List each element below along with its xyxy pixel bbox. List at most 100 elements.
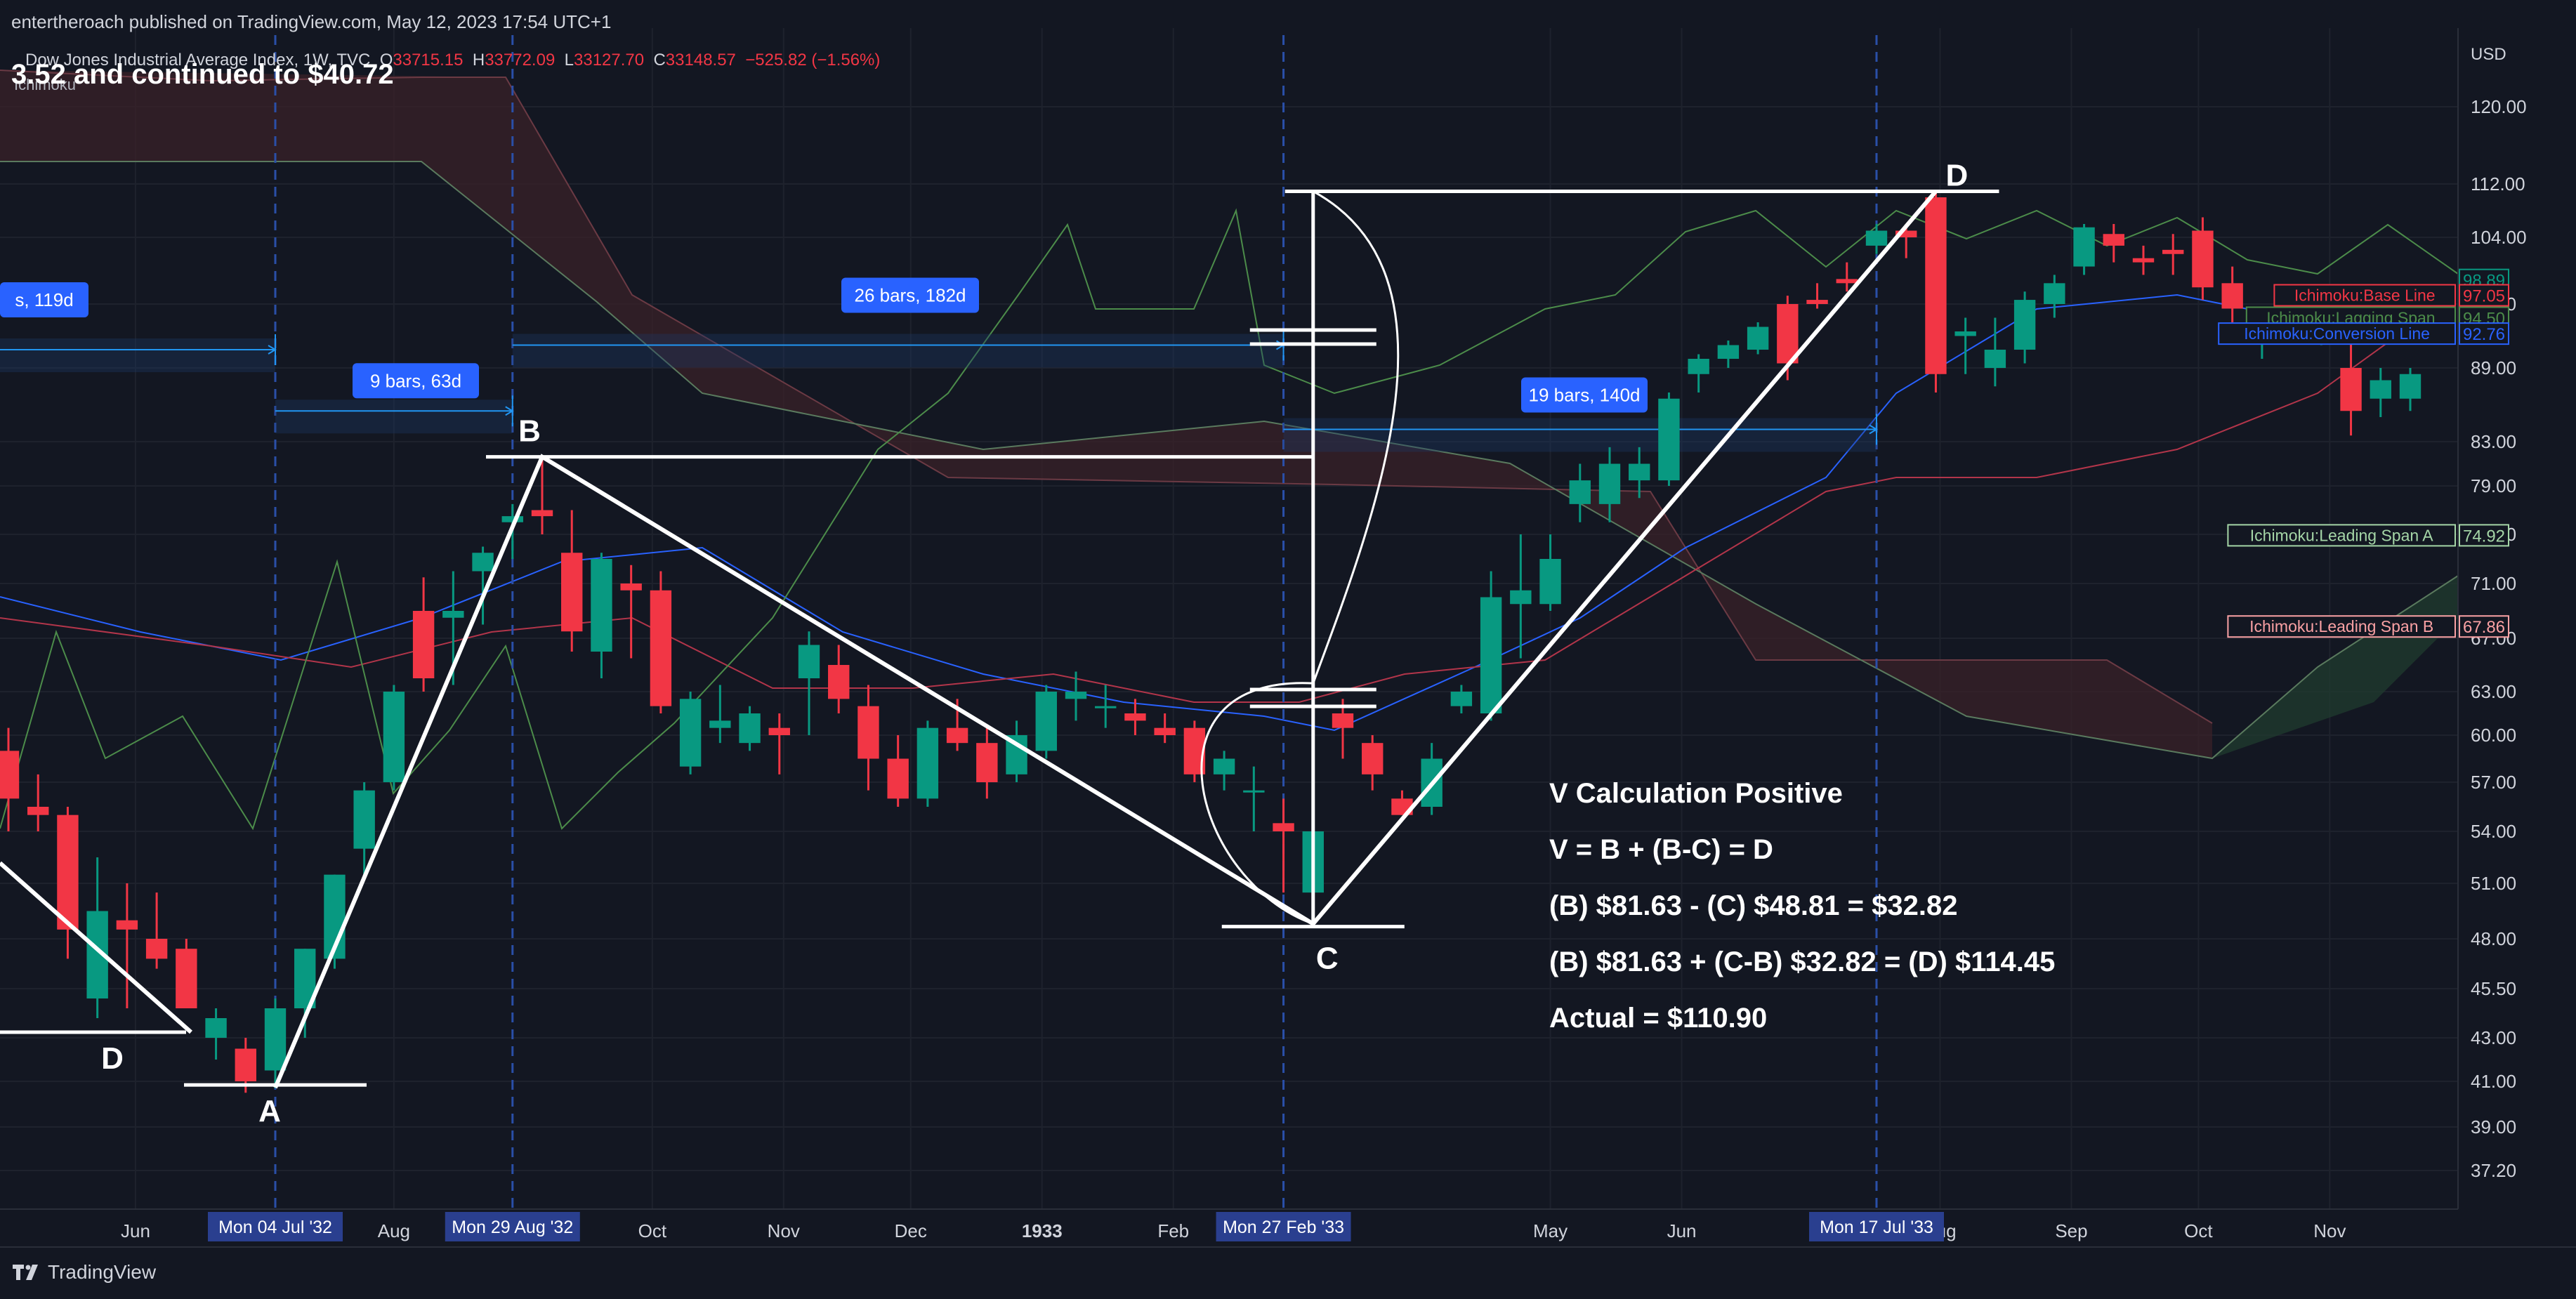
measure-label: 26 bars, 182d <box>854 285 966 306</box>
date-marker-label: Mon 17 Jul '33 <box>1820 1218 1933 1237</box>
candle-body <box>264 1008 287 1071</box>
price-tag-value: 97.05 <box>2463 287 2505 306</box>
candle-body <box>1480 597 1502 713</box>
base-line <box>0 301 2445 703</box>
time-tick-label: Oct <box>2184 1220 2213 1241</box>
candle <box>1480 571 1502 721</box>
grid-lines <box>0 28 2458 1209</box>
candle <box>1421 743 1443 815</box>
candle <box>2399 368 2421 411</box>
candle <box>1124 699 1146 735</box>
time-tick-label: Oct <box>638 1220 667 1241</box>
candle-body <box>709 720 731 728</box>
point-label-prior-d: D <box>101 1041 124 1076</box>
lagging-span-line <box>0 208 2459 831</box>
candle <box>1688 354 1709 393</box>
measurement-ranges[interactable]: s, 119d 9 bars, 63d 26 bars, 182d 19 bars, … <box>0 277 1878 452</box>
candle <box>709 685 731 744</box>
candle-body <box>1865 230 1888 246</box>
candle-body <box>620 583 642 591</box>
candle <box>2013 291 2036 364</box>
candle <box>561 510 583 652</box>
candle-body <box>176 949 197 1008</box>
v-curve <box>1200 190 1400 925</box>
candle <box>383 685 405 791</box>
candle-body <box>501 516 523 522</box>
candle <box>828 645 850 713</box>
candle <box>620 565 642 659</box>
candle-body <box>1332 713 1354 728</box>
candle-body <box>1569 480 1591 504</box>
candle <box>1806 283 1828 309</box>
candle-body <box>2044 283 2065 304</box>
candle-body <box>1154 727 1176 735</box>
measure-label: 9 bars, 63d <box>370 370 461 391</box>
symbol-title[interactable]: Dow Jones Industrial Average Index, 1W, … <box>25 51 371 70</box>
point-label-b: B <box>518 414 541 449</box>
price-axis[interactable]: 37.20 39.00 41.00 43.00 45.50 48.00 51.00 54.00… <box>2457 28 2527 1209</box>
date-marker-badge <box>1216 1212 1351 1241</box>
date-marker-label: Mon 27 Feb '33 <box>1223 1218 1344 1237</box>
price-tick-label: 39.00 <box>2471 1116 2516 1138</box>
tradingview-logo-icon <box>13 1265 38 1280</box>
candle <box>1183 720 1206 782</box>
candle-body <box>768 727 790 735</box>
abcd-pattern-line <box>273 190 1938 1089</box>
candle-body <box>1806 300 1828 304</box>
candle-body <box>2013 300 2036 350</box>
close-value: 33148.57 <box>665 51 736 70</box>
high-label: H <box>472 51 485 70</box>
candle <box>205 1008 227 1060</box>
candle-body <box>1717 345 1740 359</box>
candle-body <box>2192 230 2214 288</box>
pattern-drawings[interactable]: A B C D D <box>0 158 1999 1128</box>
candle <box>591 553 612 678</box>
currency-label[interactable]: USD <box>2471 45 2506 64</box>
price-tag-box <box>2459 524 2509 547</box>
candle <box>2044 275 2065 318</box>
footer-brand-text: TradingView <box>48 1261 157 1283</box>
candle <box>1332 699 1354 759</box>
candlestick-series <box>0 191 2421 1093</box>
candle <box>2192 217 2214 301</box>
candle <box>1035 685 1057 759</box>
candle-body <box>1273 823 1294 831</box>
candle-body <box>1895 230 1917 237</box>
measure-label-box <box>841 277 979 313</box>
candle-body <box>2370 380 2391 399</box>
candle-body <box>412 611 435 678</box>
candle <box>353 782 375 875</box>
candle-body <box>946 727 968 744</box>
candle-body <box>798 645 820 678</box>
measure-label-box <box>1521 377 1648 413</box>
candle <box>1006 720 1027 782</box>
candle <box>739 706 761 751</box>
candle <box>1629 447 1650 499</box>
footer-brand[interactable]: TradingView <box>13 1261 156 1284</box>
low-value: 33127.70 <box>574 51 645 70</box>
candle <box>1658 393 1680 486</box>
candle <box>1450 685 1473 713</box>
candle-body <box>887 758 909 799</box>
headline-text: 3.52 and continued to $40.72 <box>11 59 394 90</box>
footer-bar <box>0 1247 2576 1299</box>
candle <box>1154 713 1176 744</box>
candle <box>2073 224 2095 275</box>
indicator-name-label: Ichimoku:Base Line <box>2294 286 2436 305</box>
candle-body <box>2162 249 2184 254</box>
price-tag-value: 74.92 <box>2463 527 2505 546</box>
candle <box>2103 224 2124 263</box>
indicator-name[interactable]: Ichimoku <box>14 76 77 93</box>
date-marker-badge <box>445 1212 580 1241</box>
measure-band <box>512 334 1284 368</box>
leading-span-a-line <box>0 161 2459 760</box>
measure-label-box <box>353 363 479 399</box>
candle <box>768 713 790 774</box>
time-axis[interactable]: JunAugOctNovDec1933FebMayJunAugSepOctNov… <box>0 1208 2576 1299</box>
candle-body <box>1124 713 1146 721</box>
date-marker-badge <box>1809 1212 1944 1241</box>
candle-body <box>353 790 375 849</box>
point-label-c: C <box>1316 942 1339 976</box>
candle-body <box>1065 692 1087 699</box>
